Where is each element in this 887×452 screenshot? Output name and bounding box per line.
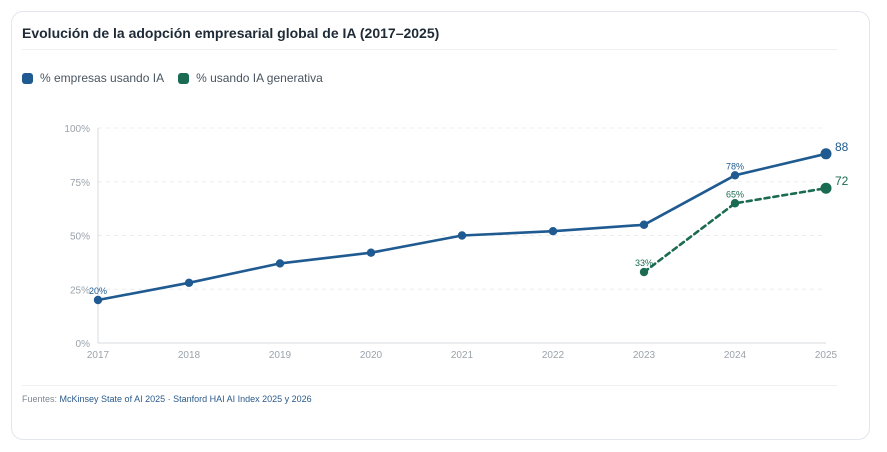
y-tick-label: 75%	[70, 178, 90, 189]
footer-source-links[interactable]: McKinsey State of AI 2025 · Stanford HAI…	[59, 394, 312, 404]
legend-swatch-empresas	[22, 72, 33, 84]
legend-item-empresas[interactable]: % empresas usando IA	[22, 71, 164, 85]
series-line-empresas	[96, 152, 828, 302]
data-label: 20%	[89, 286, 107, 296]
legend-label-empresas: % empresas usando IA	[40, 71, 165, 85]
x-tick-label: 2017	[87, 350, 110, 361]
x-tick-label: 2022	[542, 350, 565, 361]
data-label: 78%	[726, 161, 744, 171]
legend-swatch-generativa	[178, 72, 190, 84]
end-value-label: 88	[835, 140, 849, 154]
data-label: 33%	[635, 258, 653, 268]
chart-title: Evolución de la adopción empresarial glo…	[22, 25, 440, 41]
data-point	[184, 278, 194, 287]
data-label: 65%	[726, 189, 744, 199]
data-point	[820, 148, 832, 160]
data-point	[548, 227, 558, 236]
y-tick-label: 100%	[64, 124, 90, 135]
x-tick-label: 2023	[633, 350, 656, 361]
y-tick-label: 50%	[70, 232, 90, 243]
chart-card	[11, 11, 870, 440]
end-value-label: 72	[835, 174, 849, 188]
data-point	[275, 259, 285, 268]
data-point	[730, 199, 740, 208]
data-point	[457, 231, 467, 240]
data-point	[93, 295, 103, 305]
data-point	[820, 182, 832, 194]
x-tick-label: 2018	[178, 350, 201, 361]
data-point	[639, 267, 649, 277]
x-tick-label: 2025	[815, 350, 838, 361]
legend-item-generativa[interactable]: % usando IA generativa	[178, 71, 323, 85]
legend-label-generativa: % usando IA generativa	[196, 71, 323, 85]
footer-sources: Fuentes: McKinsey State of AI 2025 · Sta…	[22, 394, 312, 404]
y-tick-label: 25%	[70, 285, 90, 296]
y-tick-label: 0%	[76, 339, 91, 350]
footer-divider	[22, 385, 837, 386]
x-tick-label: 2019	[269, 350, 292, 361]
data-point	[730, 171, 740, 180]
x-tick-label: 2024	[724, 350, 747, 361]
data-point	[366, 248, 376, 257]
chart-legend: % empresas usando IA % usando IA generat…	[22, 71, 337, 85]
data-point	[639, 220, 649, 229]
footer-prefix: Fuentes:	[22, 394, 60, 404]
x-tick-label: 2021	[451, 350, 474, 361]
x-tick-label: 2020	[360, 350, 383, 361]
title-divider	[22, 49, 837, 50]
